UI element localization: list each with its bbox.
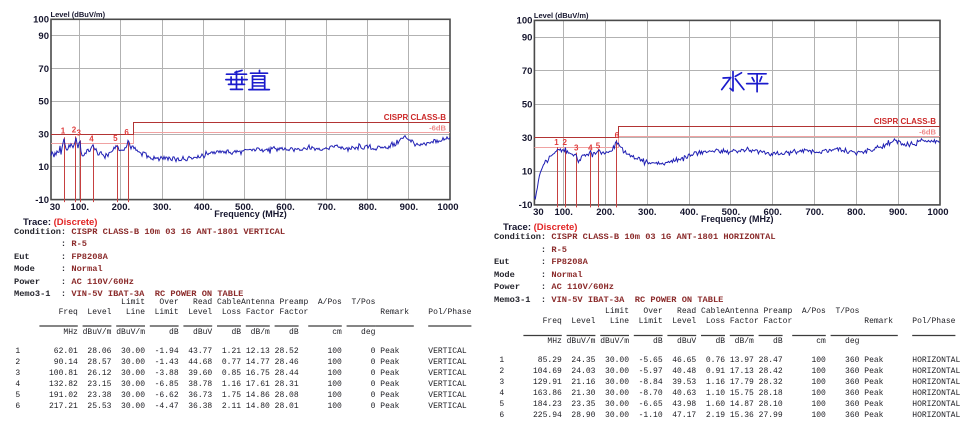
svg-text:4: 4 (588, 143, 593, 152)
svg-text:-10: -10 (35, 195, 49, 206)
svg-text:90: 90 (38, 31, 49, 42)
svg-text:2: 2 (562, 138, 567, 147)
svg-text:4: 4 (89, 134, 94, 143)
svg-text:200.: 200. (596, 207, 615, 218)
svg-text:700.: 700. (317, 202, 336, 213)
svg-text:600.: 600. (763, 207, 782, 218)
svg-text:Level (dBuV/m): Level (dBuV/m) (534, 11, 589, 20)
svg-text:1000: 1000 (927, 207, 948, 218)
svg-text:30: 30 (38, 129, 49, 140)
svg-text:500.: 500. (722, 207, 741, 218)
svg-text:1: 1 (61, 127, 66, 136)
svg-text:300.: 300. (153, 202, 172, 213)
svg-text:5: 5 (596, 141, 601, 150)
svg-text:90: 90 (522, 33, 533, 44)
svg-text:70: 70 (38, 64, 49, 75)
svg-text:-6dB: -6dB (429, 123, 446, 132)
svg-text:900.: 900. (889, 207, 908, 218)
svg-text:400.: 400. (194, 202, 213, 213)
svg-text:30: 30 (522, 133, 533, 144)
svg-text:30: 30 (533, 207, 544, 218)
svg-text:900.: 900. (400, 202, 419, 213)
svg-text:70: 70 (522, 66, 533, 77)
svg-text:6: 6 (615, 131, 620, 140)
svg-text:CISPR CLASS-B: CISPR CLASS-B (384, 113, 446, 122)
svg-text:100: 100 (517, 16, 533, 27)
svg-text:50: 50 (522, 100, 533, 111)
svg-text:100: 100 (33, 15, 49, 26)
svg-text:-10: -10 (519, 200, 533, 211)
svg-text:100.: 100. (554, 207, 573, 218)
svg-text:800.: 800. (847, 207, 866, 218)
svg-text:200.: 200. (112, 202, 131, 213)
svg-text:500.: 500. (235, 202, 254, 213)
svg-text:600.: 600. (276, 202, 295, 213)
svg-text:CISPR CLASS-B: CISPR CLASS-B (874, 117, 936, 126)
svg-text:6: 6 (124, 128, 129, 137)
svg-text:30: 30 (50, 202, 61, 213)
svg-text:800.: 800. (358, 202, 377, 213)
svg-text:Level (dBuV/m): Level (dBuV/m) (51, 10, 106, 19)
svg-text:2: 2 (72, 125, 77, 134)
svg-text:1: 1 (554, 138, 559, 147)
svg-text:10: 10 (522, 167, 533, 178)
svg-text:100.: 100. (71, 202, 90, 213)
svg-text:1000: 1000 (437, 202, 458, 213)
svg-text:Frequency (MHz): Frequency (MHz) (214, 209, 287, 219)
svg-text:10: 10 (38, 162, 49, 173)
svg-text:50: 50 (38, 97, 49, 108)
svg-text:Frequency (MHz): Frequency (MHz) (701, 214, 774, 224)
svg-text:-6dB: -6dB (919, 127, 936, 136)
svg-text:3: 3 (574, 144, 579, 153)
svg-text:400.: 400. (680, 207, 699, 218)
svg-text:3: 3 (76, 128, 81, 137)
svg-text:700.: 700. (805, 207, 824, 218)
svg-text:300.: 300. (638, 207, 657, 218)
svg-text:5: 5 (113, 134, 118, 143)
